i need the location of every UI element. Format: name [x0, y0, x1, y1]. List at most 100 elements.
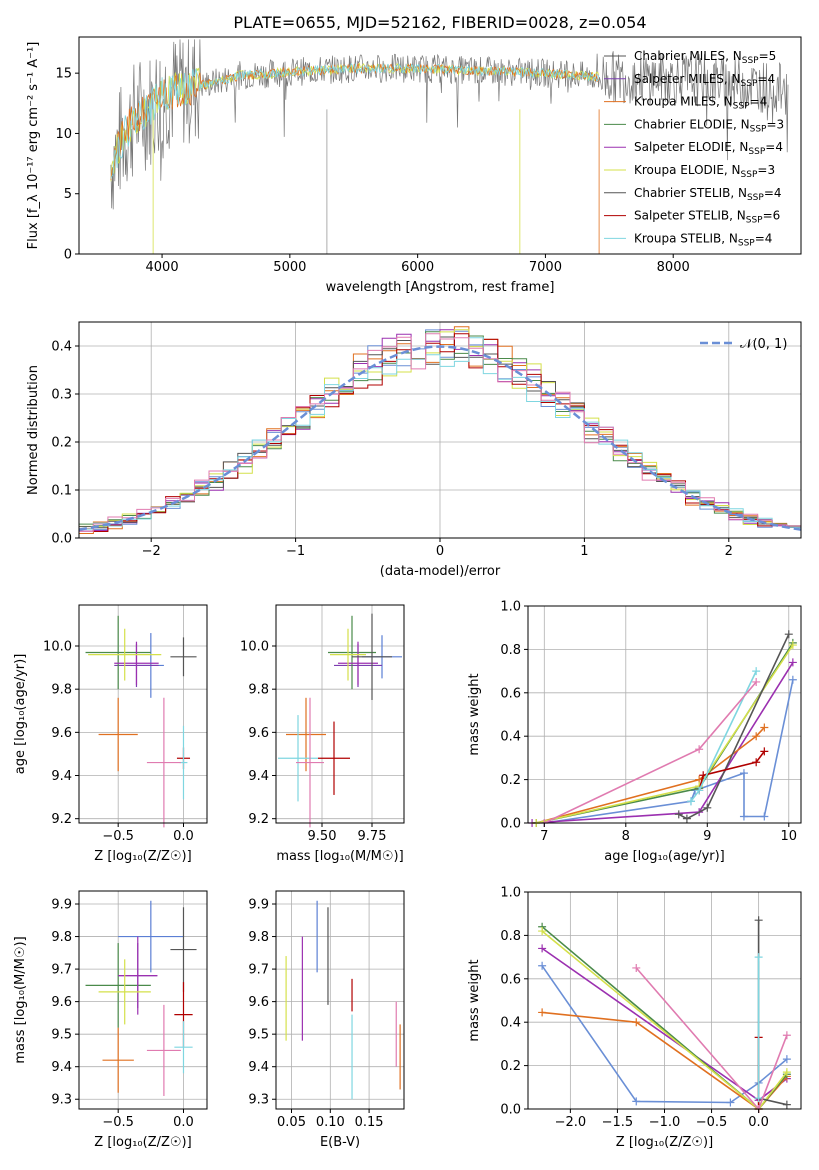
x-tick-label: 0 [436, 544, 444, 559]
legend-label: Salpeter MILES, NSSP=4 [634, 72, 775, 89]
mass-weight-marker [695, 745, 704, 754]
mass-weight-marker [632, 963, 641, 972]
y-tick-label: 9.3 [248, 1093, 269, 1108]
y-axis-label: Flux [f_λ 10⁻¹⁷ erg cm⁻² s⁻¹ A⁻¹] [26, 42, 41, 250]
mass-weight-marker [726, 1098, 735, 1107]
y-tick-label: 9.6 [51, 995, 72, 1010]
x-tick-label: 0.05 [277, 1115, 306, 1130]
x-tick-label: 0.0 [173, 1115, 194, 1130]
y-tick-label: 9.5 [248, 1028, 269, 1043]
x-axis-label: Z [log₁₀(Z/Z☉)] [616, 1135, 713, 1150]
errorbar-point [114, 641, 159, 685]
age_vs_Z-panel: −0.5 0.0 9.2 9.4 9.6 9.8 10.0 Z [log₁₀(Z/Z☉)] ag… [13, 604, 208, 864]
x-tick-label: 0.10 [316, 1115, 345, 1130]
mass_vs_Z-plot-area [85, 900, 197, 1096]
errorbar-point [146, 1004, 181, 1096]
y-tick-label: 0.2 [51, 436, 72, 451]
residuals-plot-area [78, 326, 802, 534]
axes-frame [527, 605, 802, 824]
mass_vs_Z-panel: −0.5 0.0 9.3 9.4 9.5 9.6 9.7 9.8 9.9 Z [log₁₀(Z/Z… [13, 890, 208, 1150]
y-tick-label: 9.9 [248, 898, 269, 913]
errorbar-point [98, 959, 151, 1025]
legend-label: Chabrier MILES, NSSP=5 [634, 49, 776, 66]
x-tick-label: −2.0 [555, 1115, 587, 1130]
y-tick-label: 1.0 [500, 886, 521, 901]
y-tick-label: 0 [64, 248, 72, 263]
y-tick-label: 9.6 [248, 726, 269, 741]
x-tick-label: 9.75 [358, 829, 387, 844]
mass-weight-marker [754, 916, 763, 925]
x-tick-label: 6000 [401, 260, 434, 275]
errorbar-point [278, 715, 318, 802]
mass-weight-marker [760, 812, 769, 821]
x-tick-label: 7000 [529, 260, 562, 275]
mass-weight-marker [739, 769, 748, 778]
y-tick-label: 0.4 [500, 730, 521, 745]
legend-label: Salpeter ELODIE, NSSP=4 [634, 140, 783, 157]
y-tick-label: 9.6 [248, 995, 269, 1010]
x-tick-label: 0.0 [173, 829, 194, 844]
y-tick-label: 15 [55, 67, 72, 82]
errorbar-point [170, 907, 197, 992]
y-axis-label: mass [log₁₀(M/M☉)] [13, 936, 28, 1063]
y-tick-label: 10.0 [43, 640, 72, 655]
mass-weight-marker [760, 723, 769, 732]
mass-weight-marker [754, 953, 763, 962]
age_vs_mass-plot-area [278, 613, 402, 828]
y-tick-label: 0.1 [51, 484, 72, 499]
mass-weight-marker [760, 747, 769, 756]
x-tick-label: −2 [142, 544, 161, 559]
errorbar-point [286, 697, 326, 772]
legend-label: 𝒩(0, 1) [740, 337, 787, 352]
legend-label: Kroupa STELIB, NSSP=4 [634, 231, 772, 248]
age_vs_Z-plot-area [85, 615, 197, 828]
mass-weight-line [535, 642, 794, 824]
y-tick-label: 9.3 [51, 1093, 72, 1108]
x-tick-label: 9 [703, 829, 711, 844]
errorbar-point [318, 721, 350, 795]
mass-weight-marker [703, 803, 712, 812]
mass-weight-line [532, 661, 794, 824]
mass-weight-marker [538, 961, 547, 970]
y-tick-label: 0.8 [500, 643, 521, 658]
mass_vs_ebv-plot-area [285, 900, 401, 1100]
x-axis-label: Z [log₁₀(Z/Z☉)] [94, 1135, 191, 1150]
errorbar-point [85, 943, 151, 1028]
residual-histogram-step [79, 333, 801, 532]
y-tick-label: 9.4 [248, 769, 269, 784]
y-tick-label: 0.0 [51, 532, 72, 547]
y-tick-label: 0.2 [500, 1059, 521, 1074]
y-tick-label: 1.0 [500, 600, 521, 615]
mass-weight-line [535, 726, 765, 824]
x-tick-label: −1 [286, 544, 305, 559]
errorbar-point [98, 697, 138, 772]
mass-weight-marker [782, 1100, 791, 1109]
mass-weight-marker [782, 1068, 791, 1077]
age_vs_mass-panel: 9.50 9.75 9.2 9.4 9.6 9.8 10.0 mass [log₁₀(M/M☉… [240, 604, 405, 864]
errorbar-point [118, 936, 158, 1015]
y-tick-label: 9.4 [248, 1060, 269, 1075]
residuals-panel: −2 −1 0 1 2 0.0 0.1 0.2 0.3 0.4 (data-model)/error… [26, 321, 802, 579]
mass-weight-marker [739, 812, 748, 821]
errorbar-point [328, 615, 376, 690]
y-tick-label: 0.0 [500, 817, 521, 832]
mw_vs_Z-panel: −2.0 −1.5 −1.0 −0.5 0.0 0.0 0.2 0.4 0.6 0.8 1.0 Z [… [467, 886, 802, 1150]
mw_vs_age-plot-area [528, 630, 797, 827]
y-axis-label: Normed distribution [26, 365, 41, 495]
mw_vs_age-panel: 7 8 9 10 0.0 0.2 0.4 0.6 0.8 1.0 age [log₁₀(age/yr… [467, 600, 802, 864]
errorbar-point [338, 641, 378, 685]
x-tick-label: 8000 [657, 260, 690, 275]
mass-weight-marker [538, 944, 547, 953]
y-tick-label: 9.7 [51, 963, 72, 978]
x-axis-label: mass [log₁₀(M/M☉)] [276, 849, 403, 864]
errorbar-point [85, 615, 151, 690]
x-tick-label: −1.5 [602, 1115, 634, 1130]
errorbar-point [146, 697, 181, 828]
mass-weight-marker [782, 1055, 791, 1064]
y-tick-label: 0.6 [500, 972, 521, 987]
figure-title: PLATE=0655, MJD=52162, FIBERID=0028, z=0… [233, 13, 646, 32]
mass-weight-marker [788, 658, 797, 667]
spectrum-plot-area [110, 39, 789, 254]
x-tick-label: −0.5 [102, 829, 134, 844]
